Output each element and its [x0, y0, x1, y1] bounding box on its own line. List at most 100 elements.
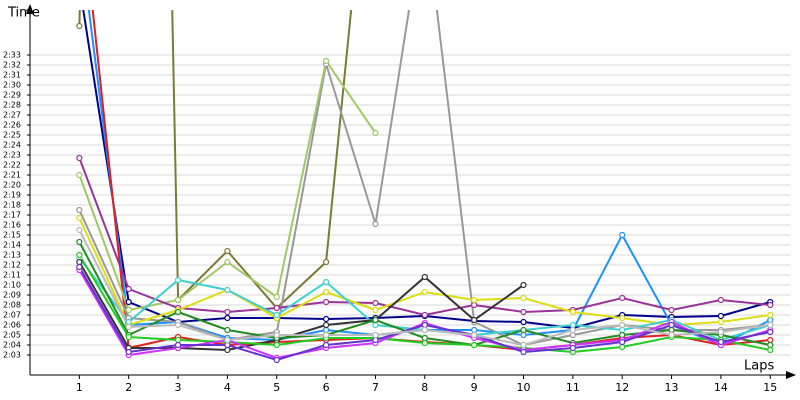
y-tick-label: 2:11	[3, 271, 21, 280]
point	[224, 341, 231, 349]
y-tick-label: 2:15	[3, 231, 21, 240]
point	[174, 308, 182, 316]
x-axis-title: Laps	[744, 359, 774, 374]
x-tick-label: 7	[372, 381, 379, 394]
y-tick-label: 2:33	[3, 51, 21, 60]
point	[471, 326, 478, 334]
x-tick-label: 6	[323, 381, 330, 394]
y-tick-label: 2:24	[3, 141, 21, 150]
point	[372, 316, 379, 324]
point	[767, 346, 774, 354]
point	[520, 318, 527, 326]
point	[323, 341, 330, 349]
point	[569, 326, 576, 334]
point	[619, 321, 626, 329]
y-tick-label: 2:25	[3, 131, 21, 140]
point	[125, 333, 132, 341]
point	[273, 311, 280, 319]
point	[767, 311, 774, 319]
point	[520, 331, 527, 339]
y-axis-arrow	[26, 4, 34, 14]
point	[767, 316, 774, 324]
y-tick-label: 2:32	[3, 61, 21, 70]
point	[224, 336, 231, 344]
x-tick-label: 9	[471, 381, 478, 394]
y-tick-label: 2:12	[3, 261, 21, 270]
point	[224, 308, 231, 316]
x-tick-label: 1	[76, 381, 83, 394]
point	[76, 206, 83, 214]
point	[619, 331, 626, 339]
y-tick-label: 2:13	[3, 251, 21, 260]
point	[76, 251, 83, 259]
point	[569, 308, 576, 316]
x-tick-label: 15	[763, 381, 777, 394]
point	[76, 258, 83, 266]
point	[372, 331, 379, 339]
point	[76, 238, 83, 246]
point	[372, 299, 379, 307]
y-tick-label: 2:23	[3, 151, 21, 160]
x-tick-label: 12	[615, 381, 629, 394]
point	[323, 315, 330, 323]
point	[125, 306, 132, 314]
y-tick-label: 2:05	[3, 331, 21, 340]
point	[125, 323, 132, 331]
y-tick-label: 2:27	[3, 111, 21, 120]
point	[125, 318, 132, 326]
point	[471, 341, 478, 349]
point	[421, 334, 428, 342]
y-tick-label: 2:06	[3, 321, 21, 330]
y-axis-title: Time	[7, 6, 40, 21]
y-tick-label: 2:29	[3, 91, 21, 100]
point	[569, 321, 576, 329]
x-tick-label: 10	[517, 381, 531, 394]
point	[323, 278, 330, 286]
point	[619, 294, 626, 302]
point	[421, 288, 428, 296]
y-tick-label: 2:20	[3, 181, 21, 190]
y-tick-label: 2:14	[3, 241, 21, 250]
point	[668, 306, 675, 314]
point	[224, 346, 231, 354]
point	[668, 331, 675, 339]
point	[76, 214, 83, 222]
x-axis-arrow	[786, 371, 796, 379]
point	[668, 321, 675, 329]
y-tick-label: 2:17	[3, 211, 21, 220]
point	[224, 286, 231, 294]
point	[174, 321, 182, 329]
point	[717, 296, 725, 304]
point	[323, 258, 330, 266]
point	[224, 247, 231, 255]
x-tick-label: 13	[665, 381, 679, 394]
y-tick-label: 2:18	[3, 201, 21, 210]
x-tick-label: 3	[175, 381, 182, 394]
point	[767, 328, 774, 336]
y-tick-label: 2:19	[3, 191, 21, 200]
x-tick-label: 4	[224, 381, 231, 394]
point	[273, 331, 280, 339]
point	[174, 341, 182, 349]
point	[174, 276, 182, 284]
point	[76, 171, 83, 179]
x-tick-label: 11	[566, 381, 580, 394]
point	[767, 336, 774, 344]
x-tick-label: 8	[421, 381, 428, 394]
point	[717, 318, 725, 326]
point	[174, 336, 182, 344]
point	[323, 298, 330, 306]
point	[520, 281, 527, 289]
point	[767, 301, 774, 309]
point	[569, 344, 576, 352]
x-tick-label: 5	[273, 381, 280, 394]
point	[76, 154, 83, 162]
point	[76, 22, 83, 30]
point	[668, 326, 675, 334]
point	[273, 293, 280, 301]
y-tick-label: 2:10	[3, 281, 21, 290]
y-tick-label: 2:09	[3, 291, 21, 300]
point	[421, 326, 428, 334]
point	[520, 326, 527, 334]
